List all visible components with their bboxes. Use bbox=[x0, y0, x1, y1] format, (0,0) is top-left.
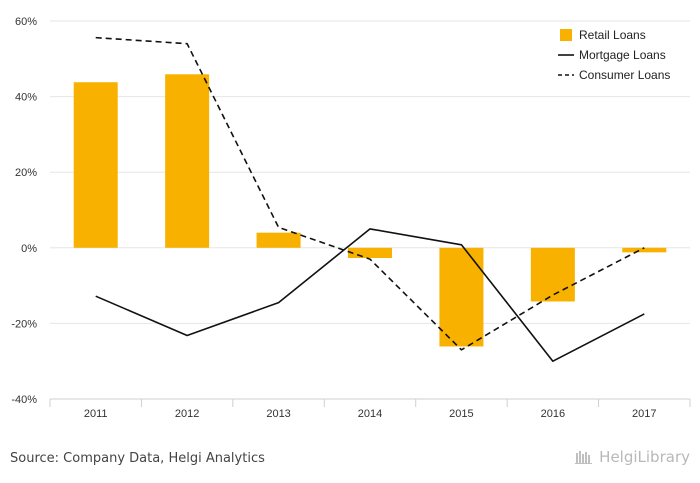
y-tick-label: -40% bbox=[11, 394, 37, 406]
line-mortgage-loans bbox=[95, 228, 645, 363]
bar-2016 bbox=[530, 247, 575, 302]
legend-swatch-retail-loans bbox=[560, 29, 572, 41]
x-tick-label: 2014 bbox=[358, 408, 382, 420]
bar-2017 bbox=[622, 247, 667, 253]
y-tick-label: 60% bbox=[15, 16, 37, 28]
brand-name: HelgiLibrary bbox=[599, 448, 690, 466]
line-series bbox=[95, 36, 645, 363]
y-axis-labels: -40% -20% 0% 20% 40% 60% bbox=[11, 16, 37, 406]
legend-label: Mortgage Loans bbox=[579, 48, 666, 62]
library-icon bbox=[575, 451, 593, 464]
x-tick-label: 2013 bbox=[266, 408, 290, 420]
y-tick-label: 20% bbox=[15, 167, 37, 179]
x-tick-label: 2012 bbox=[175, 408, 199, 420]
x-axis: 2011 2012 2013 2014 2015 2016 2017 bbox=[49, 398, 691, 420]
x-tick-label: 2015 bbox=[449, 408, 473, 420]
x-tick-label: 2017 bbox=[632, 408, 656, 420]
grid bbox=[50, 20, 690, 324]
line-consumer-loans bbox=[95, 36, 645, 351]
bar-2013 bbox=[256, 232, 301, 248]
bar-2014 bbox=[348, 247, 392, 259]
bar-series-retail-loans bbox=[73, 74, 667, 347]
source-note: Source: Company Data, Helgi Analytics bbox=[10, 451, 265, 466]
legend-label: Retail Loans bbox=[579, 28, 646, 42]
bar-2012 bbox=[165, 74, 210, 248]
x-tick-label: 2016 bbox=[541, 408, 565, 420]
chart: -40% -20% 0% 20% 40% 60% 2011 2012 2013 2014 2015… bbox=[11, 16, 691, 420]
y-tick-label: -20% bbox=[11, 318, 37, 330]
y-tick-label: 0% bbox=[21, 243, 37, 255]
y-tick-label: 40% bbox=[15, 92, 37, 104]
x-tick-label: 2011 bbox=[84, 408, 108, 420]
bar-2011 bbox=[73, 82, 118, 248]
bar-2015 bbox=[439, 247, 484, 347]
brand-logo[interactable]: HelgiLibrary bbox=[575, 448, 690, 466]
legend-label: Consumer Loans bbox=[579, 68, 670, 82]
legend[interactable]: Retail Loans Mortgage Loans Consumer Loans bbox=[558, 28, 670, 82]
